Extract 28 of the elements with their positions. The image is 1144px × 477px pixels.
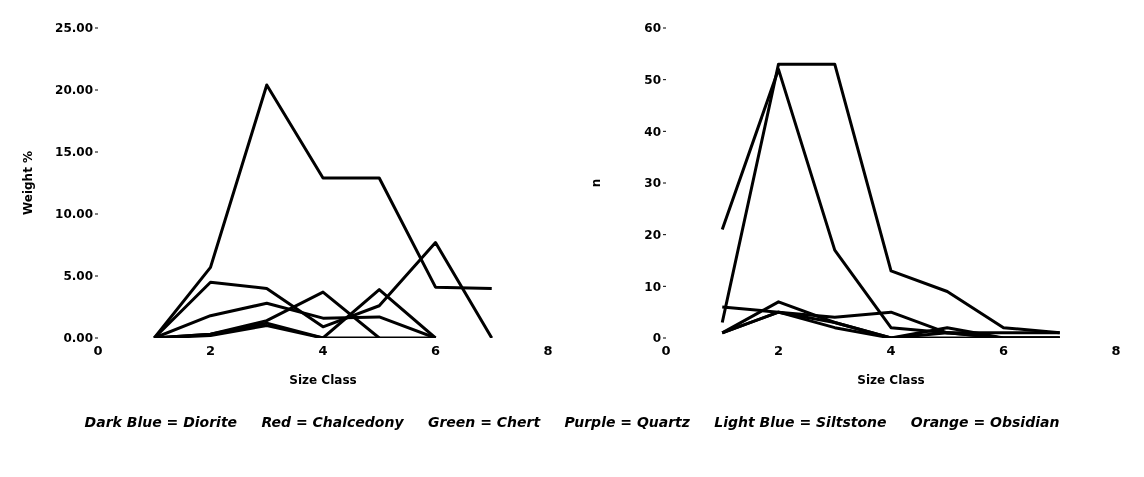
x-axis-title: Size Class <box>857 373 925 387</box>
x-tick-label: 2 <box>773 343 784 359</box>
y-tick-label: 20.00 <box>55 83 93 98</box>
x-tick-label: 0 <box>661 343 671 359</box>
y-tick-label: 25.00 <box>55 21 93 36</box>
y-tick-label: 20 <box>644 227 661 242</box>
x-tick-label: 6 <box>998 343 1009 359</box>
y-tick-label: 30 <box>644 176 661 191</box>
x-tick-label: 2 <box>205 343 216 359</box>
y-axis-title: n <box>589 178 604 188</box>
y-tick-label: 10 <box>644 279 661 294</box>
x-tick-label: 8 <box>543 343 553 359</box>
y-tick-label: 5.00 <box>63 269 93 284</box>
y-tick-label: 50 <box>644 72 661 87</box>
y-tick-label: 60 <box>644 21 661 36</box>
y-axis-title: Weight % <box>21 150 36 216</box>
y-tick-label: 10.00 <box>55 207 93 222</box>
text: Dark Blue = Diorite Red = Chalcedony Green = Chert Purple = Quartz Light Blue = Siltstone Orange = Obsidian <box>83 414 1061 430</box>
x-tick-label: 8 <box>1111 343 1121 359</box>
x-tick-label: 4 <box>886 343 896 359</box>
y-tick-label: 15.00 <box>55 145 93 160</box>
y-tick-label: 0 <box>652 331 661 346</box>
x-axis-title: Size Class <box>289 373 357 387</box>
x-tick-label: 6 <box>430 343 441 359</box>
x-tick-label: 4 <box>318 343 328 359</box>
y-tick-label: 0.00 <box>63 331 93 346</box>
y-tick-label: 40 <box>644 124 661 139</box>
x-tick-label: 0 <box>93 343 103 359</box>
